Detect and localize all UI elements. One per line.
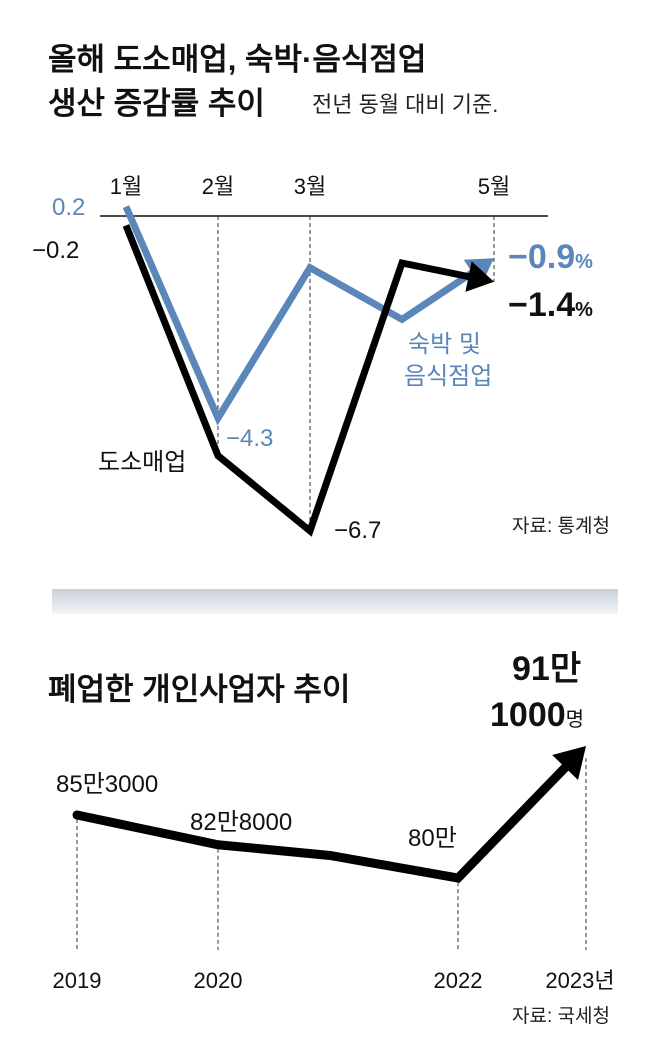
chart1-subtitle: 전년 동월 대비 기준.: [312, 92, 498, 117]
blue-series-line: [122, 205, 476, 426]
x-tick-label: 1월: [110, 174, 142, 199]
legend-blue-line2: 음식점업: [404, 363, 492, 390]
label-blue-first: 0.2: [52, 194, 85, 221]
label-blue-min: −4.3: [226, 425, 273, 452]
black-series-arrowhead: [465, 261, 494, 292]
label-black-last: −1.4%: [508, 286, 593, 324]
chart2-plot: 2019 2020 2022 2023년: [53, 745, 615, 993]
label-blue-last: −0.9%: [508, 238, 593, 276]
series-line: [72, 761, 572, 883]
chart1-source: 자료: 통계청: [512, 515, 610, 537]
chart1-title: 올해 도소매업, 숙박·음식점업: [48, 42, 426, 77]
chart2-title: 폐업한 개인사업자 추이: [48, 672, 350, 707]
label-black-min: −6.7: [334, 517, 381, 544]
section-divider: [52, 589, 618, 614]
label-black-first: −0.2: [32, 237, 79, 264]
x-tick-label: 2023년: [545, 968, 614, 993]
label-2020: 82만8000: [190, 809, 292, 836]
label-2019: 85만3000: [56, 771, 158, 798]
chart2-source: 자료: 국세청: [512, 1005, 610, 1027]
label-2023-line1: 91만: [512, 650, 581, 688]
x-tick-label: 2020: [194, 968, 243, 993]
x-tick-label: 3월: [294, 174, 326, 199]
chart1-plot: 1월 2월 3월 5월: [100, 174, 548, 537]
x-tick-label: 2019: [53, 968, 102, 993]
legend-black: 도소매업: [98, 449, 186, 476]
x-tick-label: 2022: [434, 968, 483, 993]
label-2022: 80만: [408, 825, 457, 852]
black-series-line: [122, 224, 472, 537]
chart1-title-line2: 생산 증감률 추이: [48, 86, 265, 121]
legend-blue-line1: 숙박 및: [408, 331, 481, 358]
label-2023-line2: 1000명: [490, 696, 584, 734]
x-tick-label: 2월: [202, 174, 234, 199]
x-tick-label: 5월: [478, 174, 510, 199]
